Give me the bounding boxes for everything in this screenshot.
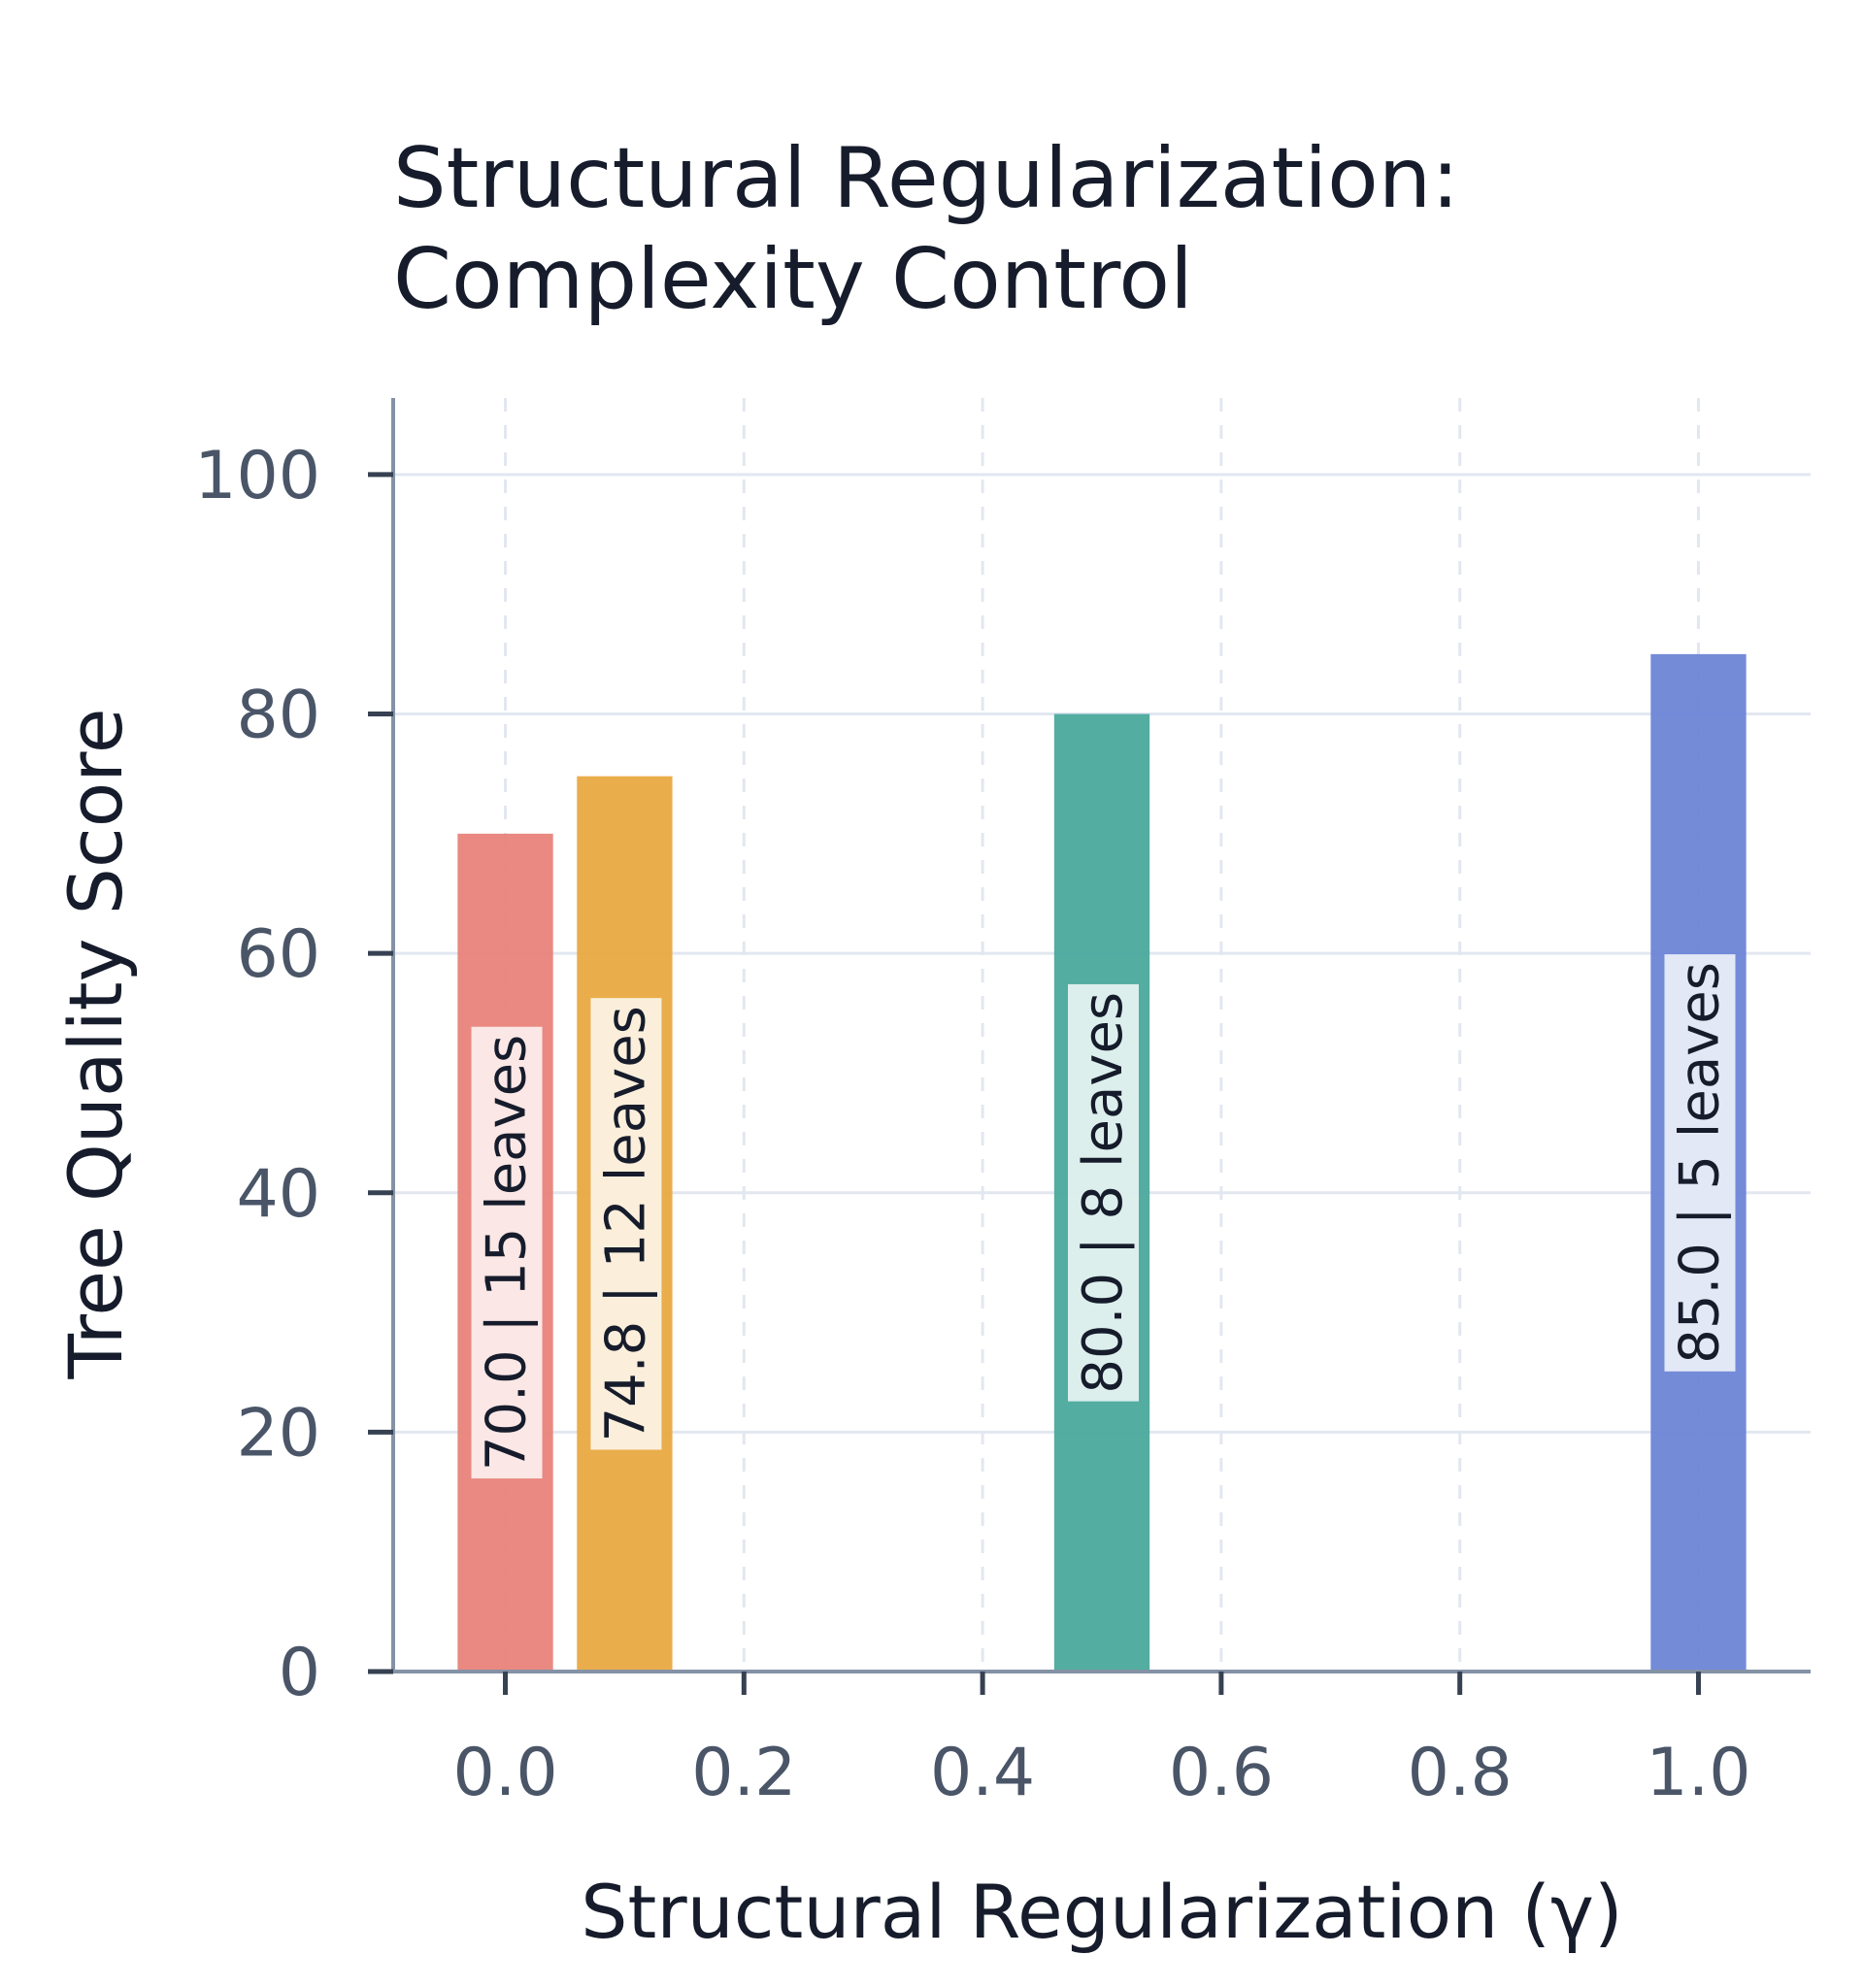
x-tick-label: 0.4 [930,1735,1035,1811]
bar-label-group: 74.8 | 12 leaves [590,998,662,1450]
x-tick-label: 0.6 [1169,1735,1274,1811]
bar-label-background [471,1026,543,1479]
y-tick-label: 20 [236,1395,320,1472]
x-axis-label: Structural Regularization (γ) [581,1869,1622,1955]
bar-label-background [1664,954,1736,1372]
bar-label-background [590,998,662,1450]
chart-title-line-1: Structural Regularization: [393,130,1459,227]
x-tick-label: 0.8 [1408,1735,1513,1811]
bar-label: 85.0 | 5 leaves [1668,962,1731,1364]
chart-title-line-2: Complexity Control [393,231,1193,328]
bar-label: 70.0 | 15 leaves [476,1035,539,1471]
bar-labels: 70.0 | 15 leaves 74.8 | 12 leaves 80.0 | 8… [471,954,1736,1479]
y-tick-label: 0 [279,1635,320,1711]
x-tick-label: 1.0 [1646,1735,1750,1811]
ticks: 0 20 40 60 80 100 0.0 0.2 0.4 0.6 0.8 1.0 [194,438,1750,1811]
y-tick-label: 40 [236,1156,320,1233]
bar-label: 74.8 | 12 leaves [594,1006,657,1441]
y-axis-label: Tree Quality Score [52,708,139,1379]
axes [391,398,1811,1673]
bar-label-background [1068,983,1139,1402]
y-tick-label: 100 [194,438,320,514]
y-tick-label: 80 [236,678,320,754]
bar-label-group: 80.0 | 8 leaves [1068,983,1139,1402]
bar-label: 80.0 | 8 leaves [1072,992,1135,1394]
x-tick-label: 0.0 [452,1735,557,1811]
x-tick-label: 0.2 [691,1735,796,1811]
bar-label-group: 85.0 | 5 leaves [1664,954,1736,1372]
y-tick-label: 60 [236,916,320,993]
bar-label-group: 70.0 | 15 leaves [471,1026,543,1479]
